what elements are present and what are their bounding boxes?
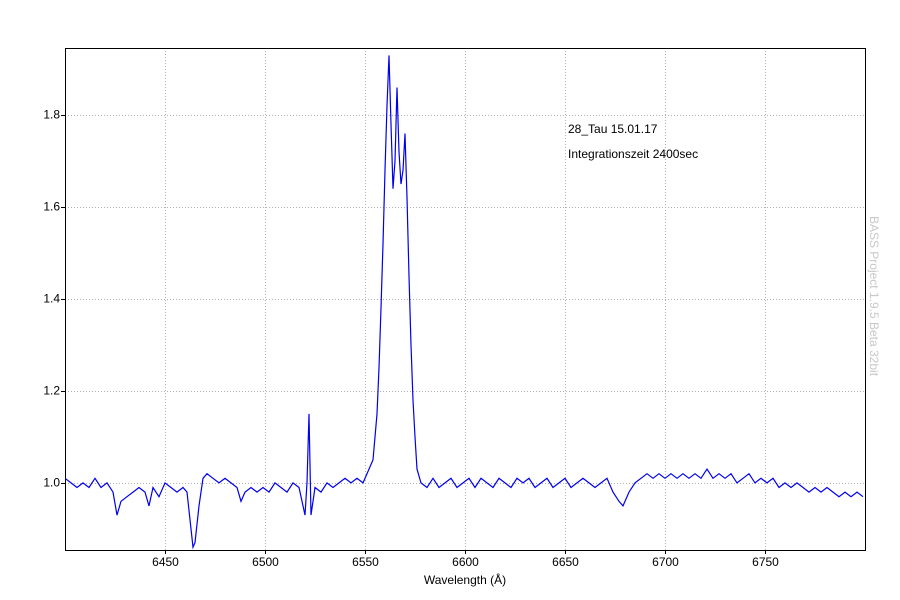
x-tick-label: 6750	[752, 555, 779, 569]
y-tick-label: 1.2	[43, 384, 60, 398]
x-axis-label: Wavelength (Å)	[424, 572, 506, 587]
x-tick-label: 6550	[352, 555, 379, 569]
x-tick-label: 6500	[252, 555, 279, 569]
annotation: Integrationszeit 2400sec	[568, 147, 698, 161]
spectrum-line	[65, 55, 864, 550]
x-tick-label: 6450	[152, 555, 179, 569]
y-tick-label: 1.4	[43, 292, 60, 306]
x-tick-label: 6700	[652, 555, 679, 569]
x-tick-label: 6600	[452, 555, 479, 569]
y-tick-label: 1.6	[43, 200, 60, 214]
grid	[65, 48, 865, 550]
y-tick-label: 1.0	[43, 476, 60, 490]
x-tick-label: 6650	[552, 555, 579, 569]
annotation: 28_Tau 15.01.17	[568, 122, 658, 136]
y-tick-label: 1.8	[43, 108, 60, 122]
watermark: BASS Project 1.9.5 Beta 32bit	[867, 216, 881, 377]
